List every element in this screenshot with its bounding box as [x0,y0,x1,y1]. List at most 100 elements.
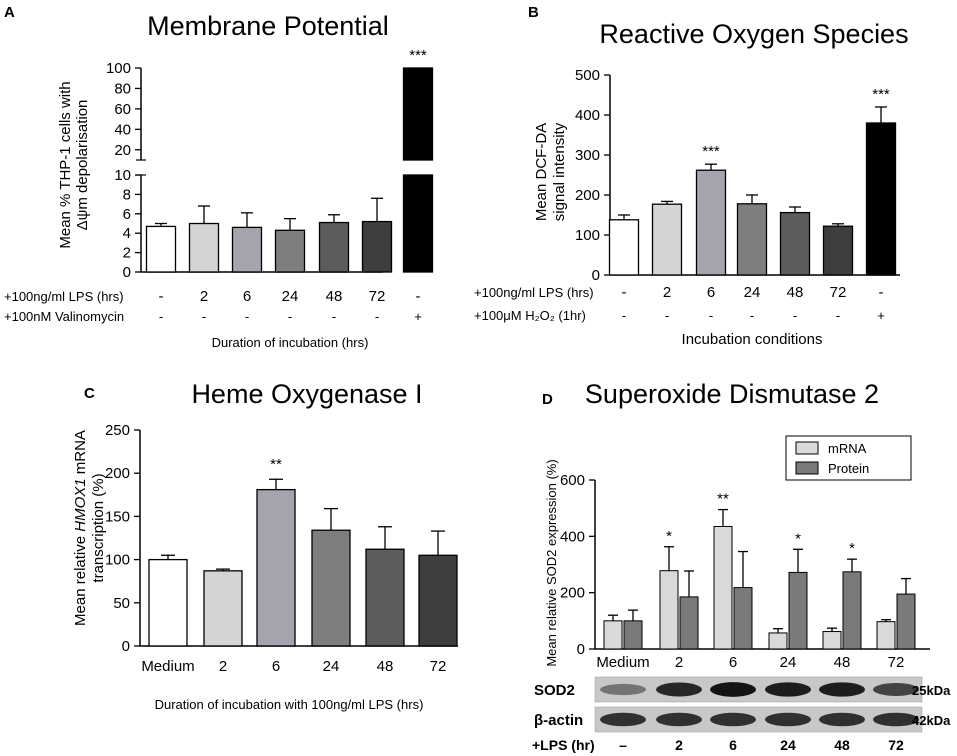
a-bar [274,229,306,273]
panel-a: A Membrane Potential 024681020406080100M… [4,4,434,350]
d-bar-mrna [659,570,679,650]
b-y-tick-label: 300 [575,147,600,164]
a-significance-label: *** [409,47,427,64]
a-y-axis-label: Mean % THP-1 cells withΔψm depolarisatio… [57,81,91,248]
a-bar [145,225,177,273]
d-bar-mrna [876,621,896,650]
panel-b-title: Reactive Oxygen Species [599,19,908,49]
a-y-tick-label: 2 [123,245,131,262]
d-x-tick-label: 72 [888,654,905,671]
d-y-tick-label: 400 [560,528,585,545]
d-lps-value: 2 [675,737,683,753]
a-y-tick-label: 60 [114,101,131,118]
b-y-tick-label: 100 [575,227,600,244]
d-lps-value: – [619,737,627,753]
c-error-bar [324,507,338,531]
d-y-tick-label: 0 [577,641,585,658]
c-error-bar [269,478,283,490]
d-error-bar [901,577,911,595]
b-condition-row-label: +100μM H₂O₂ (1hr) [474,308,586,323]
a-condition-value: 72 [369,288,386,305]
c-y-axis-label: Mean relative HMOX1 mRNAtranscription (%… [72,430,107,626]
b-error-bar [746,194,758,204]
d-error-bar [793,548,803,573]
panel-d-letter: D [542,391,553,408]
b-y-tick-label: 500 [575,67,600,84]
a-condition-value: - [375,309,379,324]
d-y-tick-label: 600 [560,472,585,489]
c-y-tick-label: 200 [105,465,130,482]
d-blot-size: 25kDa [912,683,951,698]
c-x-tick-label: 6 [272,658,280,675]
d-x-tick-label: 48 [834,654,851,671]
b-condition-value: + [877,308,885,323]
c-x-tick-label: Medium [141,658,194,675]
c-bar [256,488,296,647]
c-bar [203,570,243,647]
b-error-bar [875,106,887,123]
a-condition-row-label: +100ng/ml LPS (hrs) [4,289,124,304]
a-condition-value: 2 [200,288,208,305]
a-condition-value: - [159,309,163,324]
a-error-bar [284,217,296,231]
d-error-bar [718,508,728,527]
b-y-tick-label: 200 [575,187,600,204]
a-error-bar [241,212,253,228]
b-bar [736,203,768,276]
b-y-tick-label: 0 [592,267,600,284]
d-legend-label: Protein [828,461,869,476]
b-significance-label: *** [702,143,720,160]
c-bar [418,554,458,647]
a-condition-value: - [288,309,292,324]
b-bar [608,219,640,276]
d-legend-swatch [795,461,819,475]
b-error-bar [832,223,844,227]
d-y-axis-label: Mean relative SOD2 expression (%) [544,459,559,666]
a-bar [361,220,393,273]
d-error-bar [664,546,674,571]
b-condition-value: - [836,308,840,323]
d-error-bar [827,627,837,632]
d-blot-label: β-actin [534,712,583,729]
d-x-tick-label: Medium [596,654,649,671]
b-condition-value: - [750,308,754,323]
b-bar [822,225,854,276]
d-legend-label: mRNA [828,441,867,456]
d-blot-band [656,682,702,697]
b-error-bar [705,163,717,171]
panel-d-title: Superoxide Dismutase 2 [585,379,879,409]
a-bar [231,226,263,273]
c-error-bar [431,530,445,556]
b-condition-row-label: +100ng/ml LPS (hrs) [474,285,594,300]
a-condition-value: - [159,288,164,305]
d-blot-band [765,682,811,697]
d-x-tick-label: 2 [675,654,683,671]
b-condition-value: - [879,284,884,301]
d-blot-size: 42kDa [912,713,951,728]
a-condition-value: - [332,309,336,324]
d-error-bar [608,614,618,621]
d-blot-band [600,683,646,696]
d-blot-band [873,712,919,727]
c-error-bar [216,568,230,571]
a-error-bar [371,197,383,222]
c-y-tick-label: 100 [105,552,130,569]
d-error-bar [881,619,891,622]
d-significance-label: * [795,530,801,547]
c-x-tick-label: 24 [323,658,340,675]
b-condition-value: - [665,308,669,323]
c-x-tick-label: 48 [377,658,394,675]
d-error-bar [628,609,638,621]
d-error-bar [847,558,857,572]
b-y-axis-label: Mean DCF-DAsignal intensity [533,122,568,221]
d-blot-band [710,682,756,697]
d-blot-band [819,712,865,727]
b-y-tick-label: 400 [575,107,600,124]
b-condition-value: - [622,308,626,323]
d-lps-value: 6 [729,737,737,753]
a-bar-lower-segment [402,174,434,273]
b-bar [695,169,727,276]
a-y-tick-label: 40 [114,121,131,138]
c-error-bar [161,554,175,560]
d-blot-background [594,706,923,733]
